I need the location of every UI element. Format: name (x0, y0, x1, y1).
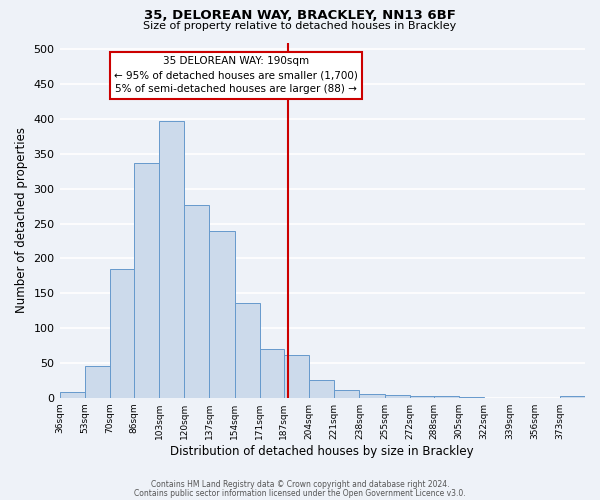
Bar (159, 120, 184, 398)
Bar (410, 396, 434, 398)
Bar (85, 366, 110, 398)
Text: 35 DELOREAN WAY: 190sqm
← 95% of detached houses are smaller (1,700)
5% of semi-: 35 DELOREAN WAY: 190sqm ← 95% of detache… (114, 56, 358, 94)
Bar (560, 396, 585, 398)
Text: Contains public sector information licensed under the Open Government Licence v3: Contains public sector information licen… (134, 488, 466, 498)
Bar (309, 380, 334, 398)
Bar (284, 354, 309, 398)
Bar (459, 397, 484, 398)
Bar (110, 269, 134, 398)
Bar (334, 390, 359, 398)
Bar (235, 303, 260, 398)
Bar (209, 230, 235, 398)
Text: Size of property relative to detached houses in Brackley: Size of property relative to detached ho… (143, 21, 457, 31)
Bar (184, 205, 209, 398)
Text: Contains HM Land Registry data © Crown copyright and database right 2024.: Contains HM Land Registry data © Crown c… (151, 480, 449, 489)
X-axis label: Distribution of detached houses by size in Brackley: Distribution of detached houses by size … (170, 444, 474, 458)
Y-axis label: Number of detached properties: Number of detached properties (15, 127, 28, 313)
Bar (434, 396, 459, 398)
Bar (359, 394, 385, 398)
Bar (59, 392, 85, 398)
Bar (260, 349, 284, 398)
Text: 35, DELOREAN WAY, BRACKLEY, NN13 6BF: 35, DELOREAN WAY, BRACKLEY, NN13 6BF (144, 9, 456, 22)
Bar (134, 163, 159, 398)
Bar (385, 395, 410, 398)
